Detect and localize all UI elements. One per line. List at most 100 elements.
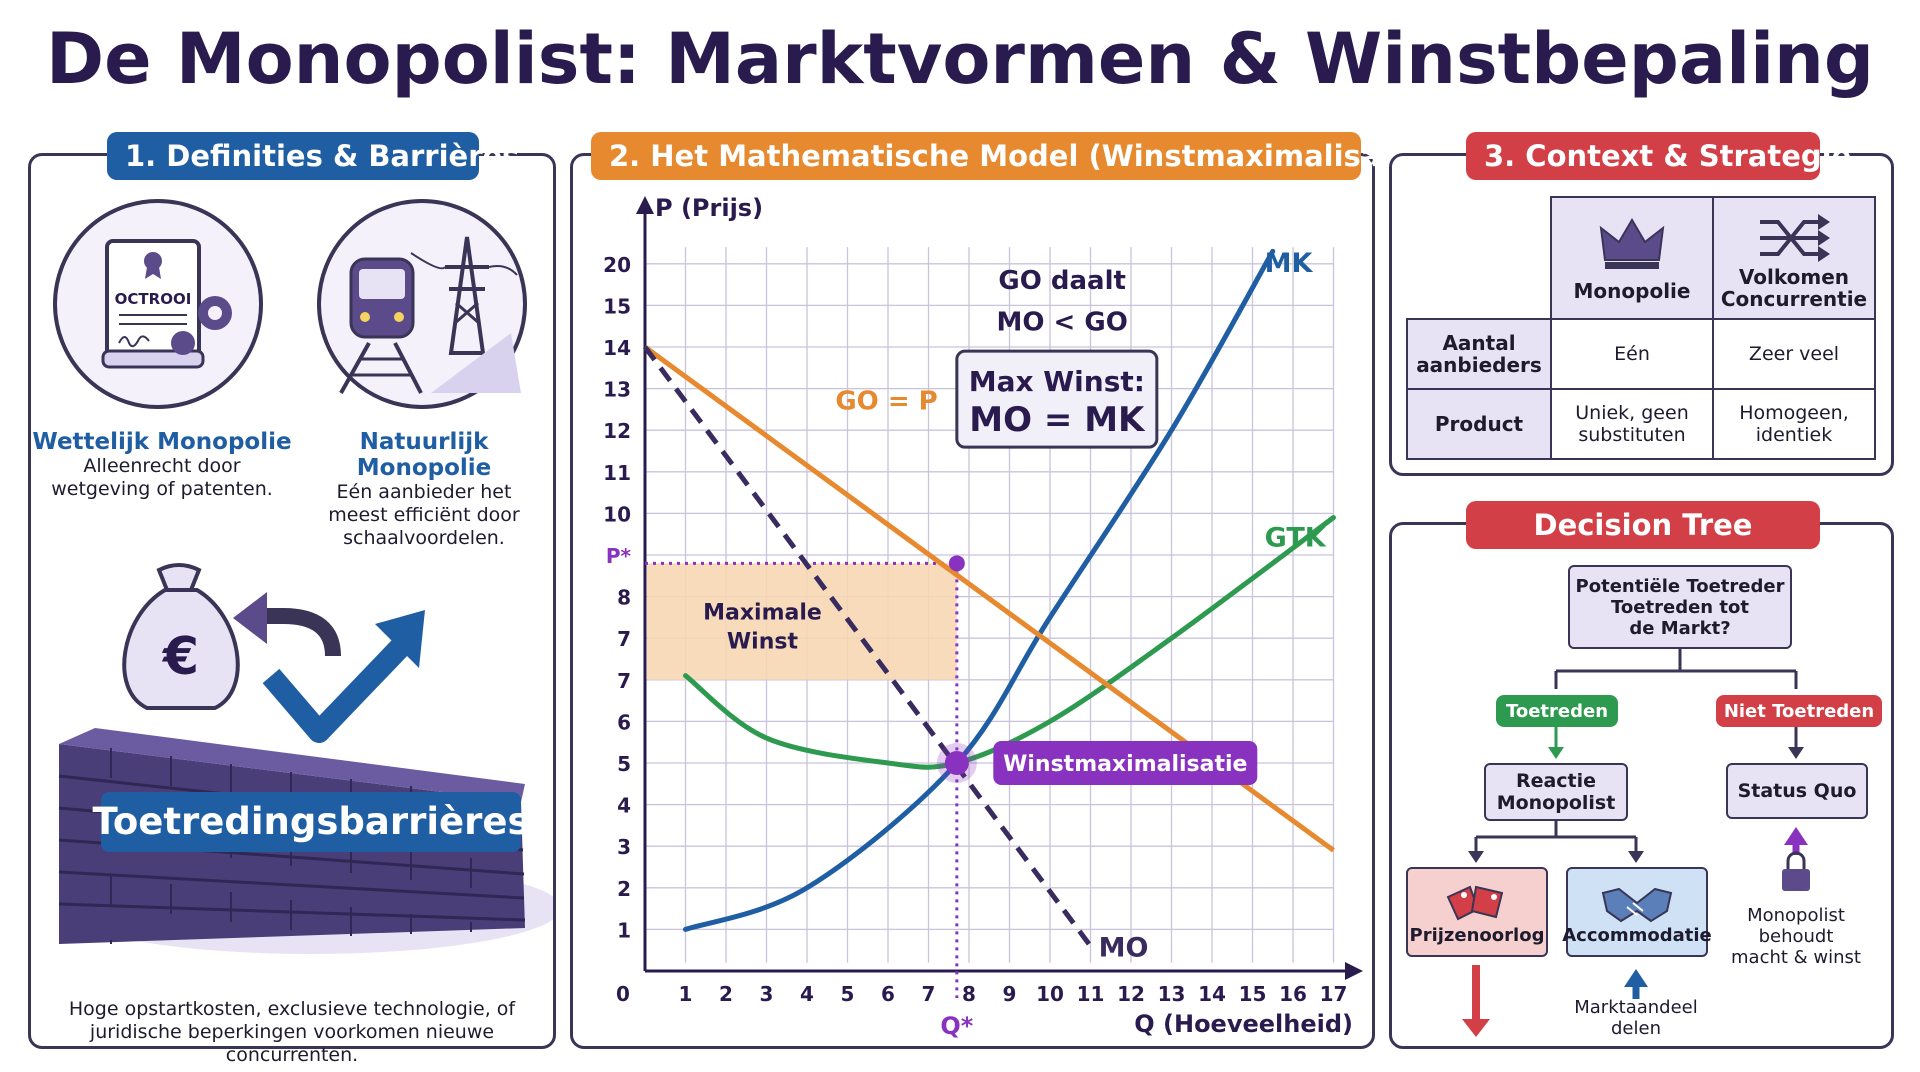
up-purple-arrow-icon: [1784, 827, 1808, 845]
train-pylon-icon: [317, 199, 527, 409]
context-header: 3. Context & Strategie: [1466, 132, 1851, 180]
behoudt-line-1: Monopolist: [1747, 905, 1845, 926]
cell-product-monopolie-2: substituten: [1578, 424, 1686, 446]
definitions-panel: 1. Definities & Barrières OCTROOI: [28, 132, 556, 1066]
money-bag-icon: €: [122, 563, 240, 710]
gtk-curve: [683, 515, 1336, 770]
profit-label-2: Winst: [727, 630, 799, 655]
x-tick-label: 0: [616, 982, 630, 1006]
up-blue-arrow-icon: [1624, 969, 1648, 987]
mk-curve: [683, 248, 1276, 932]
x-tick-label: 6: [881, 982, 895, 1006]
p-star-point: [948, 555, 965, 572]
col-monopolie-label: Monopolie: [1573, 279, 1691, 303]
reactie-line-1: Reactie: [1515, 770, 1597, 792]
y-tick-label: 4: [617, 794, 631, 818]
definitions-header: 1. Definities & Barrières: [107, 132, 519, 180]
down-red-arrow-icon: [1462, 1019, 1490, 1037]
model-header: 2. Het Mathematische Model (Winstmaximal…: [591, 132, 1437, 180]
col-volkomen-label-1: Volkomen: [1738, 265, 1850, 289]
max-winst-box: [955, 349, 1159, 449]
y-tick-label: 15: [603, 294, 631, 318]
handshake-icon: [1601, 887, 1673, 923]
gtk-label: GTK: [1265, 523, 1327, 554]
legal-monopoly-desc-2: wetgeving of patenten.: [51, 478, 273, 500]
page-title: De Monopolist: Marktvormen & Winstbepali…: [45, 18, 1875, 100]
y-tick-label: 7: [617, 627, 631, 651]
prijzenoorlog-box: Prijzenoorlog: [1406, 867, 1548, 957]
max-winst-label-1: Max Winst:: [969, 365, 1145, 398]
reactie-line-2: Monopolist: [1496, 792, 1616, 814]
row-aanbieders-label-1: Aantal: [1442, 331, 1516, 355]
y-tick-label: 8: [617, 586, 631, 610]
octrooi-label: OCTROOI: [115, 290, 192, 308]
reactie-monopolist-box: Reactie Monopolist: [1484, 763, 1628, 821]
go-label: GO = P: [835, 386, 937, 416]
barrier-label: Toetredingsbarrières: [93, 800, 530, 843]
x-tick-label: 4: [800, 982, 814, 1006]
mk-label: MK: [1265, 248, 1314, 279]
up-arrow-icon: [375, 610, 425, 668]
x-axis-arrow-icon: [1345, 962, 1363, 980]
x-tick-label: 12: [1117, 982, 1145, 1006]
y-axis-label: P (Prijs): [655, 194, 763, 222]
niet-toetreden-option[interactable]: Niet Toetreden: [1716, 695, 1882, 727]
x-tick-label: 13: [1158, 982, 1186, 1006]
q-star-label: Q*: [940, 1012, 973, 1040]
go-daalt-label: GO daalt: [998, 266, 1126, 296]
crown-icon: [1599, 218, 1665, 269]
root-line-2: Toetreden tot: [1611, 596, 1749, 618]
y-tick-label: 20: [603, 253, 631, 277]
profit-area: [647, 563, 957, 680]
euro-symbol: €: [162, 627, 199, 687]
x-axis-label: Q (Hoeveelheid): [1134, 1010, 1353, 1038]
x-tick-label: 2: [719, 982, 733, 1006]
cell-product-monopolie: Uniek, geen substituten: [1550, 388, 1714, 460]
y-tick-label: 13: [603, 378, 631, 402]
x-tick-label: 7: [922, 982, 936, 1006]
y-tick-label: 5: [617, 752, 631, 776]
x-tick-label: 10: [1036, 982, 1064, 1006]
tree-connectors: [1462, 649, 1810, 1037]
toetreden-option[interactable]: Toetreden: [1496, 695, 1618, 727]
col-header-volkomen: Volkomen Concurrentie: [1712, 196, 1876, 320]
barrier-footer-2: juridische beperkingen voorkomen nieuwe …: [89, 1021, 495, 1066]
prijzenoorlog-label: Prijzenoorlog: [1409, 925, 1545, 946]
y-tick-label: 3: [617, 835, 631, 859]
cell-product-volkomen: Homogeen, identiek: [1712, 388, 1876, 460]
x-tick-label: 15: [1239, 982, 1267, 1006]
lock-icon: [1782, 851, 1810, 891]
root-line-3: de Markt?: [1629, 617, 1731, 639]
max-winst-label-2: MO = MK: [969, 400, 1146, 440]
barrier-illustration: € Toetredingsbarrières: [58, 563, 553, 954]
profit-label-1: Maximale: [703, 600, 822, 625]
model-panel: 2. Het Mathematische Model (Winstmaximal…: [570, 132, 1437, 1049]
y-tick-label: 7: [617, 669, 631, 693]
winstmax-label: Winstmaximalisatie: [1003, 752, 1247, 777]
accommodatie-label: Accommodatie: [1562, 925, 1712, 946]
x-tick-label: 16: [1279, 982, 1307, 1006]
patent-icon: OCTROOI: [53, 199, 263, 409]
back-arrow-icon: [233, 592, 267, 644]
cell-aanbieders-volkomen: Zeer veel: [1712, 318, 1876, 390]
cell-aanbieders-monopolie: Eén: [1550, 318, 1714, 390]
x-tick-label: 1: [679, 982, 693, 1006]
x-tick-label: 8: [962, 982, 976, 1006]
row-header-aanbieders: Aantal aanbieders: [1406, 318, 1552, 390]
legal-monopoly-title: Wettelijk Monopolie: [32, 429, 292, 455]
mo-label: MO: [1099, 932, 1149, 963]
col-header-monopolie: Monopolie: [1550, 196, 1714, 320]
status-quo-box: Status Quo: [1726, 763, 1868, 819]
y-tick-label: 1: [617, 918, 631, 942]
y-tick-label: 10: [603, 502, 631, 526]
natural-monopoly-desc-3: schaalvoordelen.: [343, 527, 505, 549]
row-aanbieders-label-2: aanbieders: [1416, 353, 1542, 377]
barrier-footer-1: Hoge opstartkosten, exclusieve technolog…: [68, 998, 516, 1020]
price-tags-icon: [1446, 885, 1504, 921]
crossing-arrows-icon: [1760, 214, 1830, 262]
y-tick-label: 12: [603, 419, 631, 443]
y-tick-label: P*: [606, 544, 632, 568]
x-tick-label: 14: [1198, 982, 1226, 1006]
mo-line: [642, 345, 1093, 948]
root-line-1: Potentiële Toetreder: [1575, 575, 1785, 597]
